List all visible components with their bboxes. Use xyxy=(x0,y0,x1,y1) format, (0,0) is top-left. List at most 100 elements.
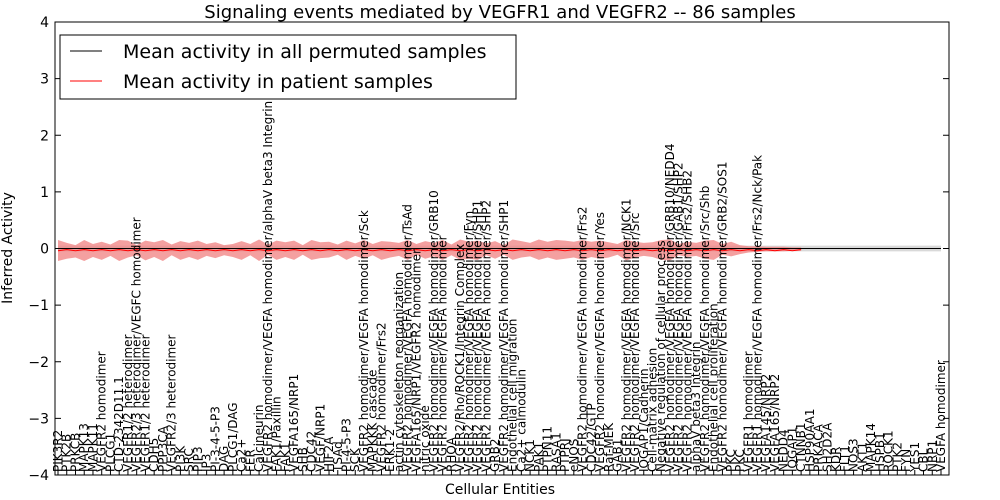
category-label: VEGFR1/2 heterodimer xyxy=(121,334,135,472)
category-label: VEGFR2 homodimer/VEGFA homodimer/Frs2 xyxy=(576,207,590,473)
category-label: VEGFR2 homodimer/VEGFA homodimer/SHP1 xyxy=(497,200,511,472)
category-label: PKC xyxy=(733,449,747,472)
y-axis-label: Inferred Activity xyxy=(0,192,16,304)
y-tick-label: −2 xyxy=(28,355,49,371)
category-label: VEGFR2 homodimer/VEGFA homodimer/Sck xyxy=(357,210,371,472)
category-label: Calcineurin xyxy=(252,405,266,472)
legend-label-permuted: Mean activity in all permuted samples xyxy=(123,41,486,63)
category-label: MAPK14 xyxy=(864,423,878,472)
category-label: VEGFR2 homodimer/VEGFA homodimer/Fyn xyxy=(462,211,476,472)
category-label: VEGFA homodimer xyxy=(934,360,948,472)
category-label: Ca2+ xyxy=(235,439,249,472)
category-label: Ca2+ calmodulin xyxy=(514,369,528,472)
category-label: NRP1 xyxy=(925,440,939,472)
category-label: eNOS xyxy=(567,439,581,472)
category-label: PI-3-4-5-P3 xyxy=(208,406,222,472)
category-label: PRKCB xyxy=(68,433,82,472)
category-label: PTK2B xyxy=(60,434,74,472)
category-label: GAB1 xyxy=(611,439,625,472)
category-label: VEGFR2 homodimer/VEGFA homodimer/Yes xyxy=(593,212,607,472)
category-label: IP3 xyxy=(200,454,214,472)
y-tick-label: 3 xyxy=(40,72,49,88)
category-label: PPP3CA xyxy=(156,425,170,472)
category-label: SHB xyxy=(296,447,310,472)
category-label: SRC xyxy=(182,448,196,472)
category-label: VEGFR2 homodimer/VEGFA homodimer/SHP1 xyxy=(471,200,485,472)
category-label: Endothelial cell migration xyxy=(506,319,520,472)
category-label: PLCG1/DAG xyxy=(226,402,240,472)
category-label: ROCK1 xyxy=(882,430,896,472)
category-label: PTPN11 xyxy=(541,426,555,472)
category-label: CDC42 xyxy=(305,431,319,472)
category-label: IQGAP1 xyxy=(785,427,799,472)
category-label: VEGFR2 homodimer/VEGFA homodimer/GRB10/N… xyxy=(663,143,677,472)
category-label: CDC42/GTP xyxy=(584,403,598,472)
category-label: TSAd xyxy=(331,441,345,473)
category-label: VEGFR2 homodimer/VEGFA homodimer xyxy=(436,235,450,472)
y-tick-label: 1 xyxy=(40,185,49,201)
x-axis xyxy=(57,470,942,475)
patient-mean-line xyxy=(57,249,802,252)
legend-box xyxy=(59,34,517,100)
category-label: VEGFR2/3 heterodimer/VEGFC homodimer xyxy=(130,217,144,472)
category-label: ERK1-2 xyxy=(383,429,397,472)
category-label: VEGFR2 homodimer/VEGFA homodimer/Src xyxy=(628,212,642,472)
category-label: PRKACA xyxy=(812,423,826,472)
category-label: VEGFR2 homodimer/VEGFA homodimer/TsAd xyxy=(401,204,415,472)
category-label: VEGFR2/3 heterodimer xyxy=(165,334,179,472)
category-label: MAPKKK cascade xyxy=(366,370,380,472)
category-label: FER xyxy=(243,449,257,472)
category-label: CBL xyxy=(917,448,931,472)
category-label: FAK1 xyxy=(278,442,292,472)
y-axis: −4 −3 −2 −1 0 1 2 3 4 xyxy=(28,15,949,484)
category-label: DAG xyxy=(217,446,231,472)
category-label: GRB2 xyxy=(488,438,502,472)
category-label: VEGFR2 homodimer/VEGFA homodimer/GAB1/SH… xyxy=(672,162,686,472)
category-label: PTPRJ xyxy=(558,438,572,472)
category-label: SCK xyxy=(348,447,362,472)
category-label: CTNNB1 xyxy=(794,422,808,472)
legend: Mean activity in all permuted samples Me… xyxy=(59,34,517,100)
category-label: MAPK11 xyxy=(86,423,100,472)
x-axis-label: Cellular Entities xyxy=(445,482,555,498)
category-label: YES1 xyxy=(908,442,922,473)
category-label: PIK3R2 xyxy=(51,430,65,472)
category-label: Raf-MEK xyxy=(602,422,616,472)
category-label: MAPK13 xyxy=(77,423,91,472)
category-label: VEGF/NRP1 xyxy=(313,404,327,472)
category-label: FYN xyxy=(899,449,913,472)
series-lines xyxy=(57,248,941,252)
category-label: alphaV beta3 Integrin xyxy=(689,341,703,472)
category-label: PAK1 xyxy=(532,442,546,472)
category-label: PLCG1 xyxy=(103,433,117,472)
category-label: PTK2 xyxy=(890,442,904,472)
category-label: CDH5 xyxy=(147,438,161,472)
category-label: VEGFR1 homodimer/VEGFA homodimer/Frs2/Nc… xyxy=(750,155,764,472)
category-label: HIF2A xyxy=(322,436,336,472)
y-tick-label: −1 xyxy=(28,298,49,314)
category-label: VEGFR2/Rho/ROCK1/Integrin Complex xyxy=(453,244,467,472)
category-label: HSPB1 xyxy=(873,432,887,472)
category-label: PIP3 xyxy=(191,446,205,472)
category-label: VEGFR2 homodimer/VEGFA homodimer/Frs2/SH… xyxy=(680,170,694,472)
category-label: PI-4-5-P3 xyxy=(340,418,354,472)
legend-label-patient: Mean activity in patient samples xyxy=(123,71,433,93)
y-tick-label: −4 xyxy=(28,468,49,484)
y-tick-label: 0 xyxy=(40,242,49,258)
category-label: Negative regulation of cellular process xyxy=(654,240,668,472)
category-label: VEGFR2 homodimer/VEGFA homodimer/NCK1 xyxy=(619,198,633,472)
category-label: VEGFA165/NRP2 xyxy=(768,374,782,472)
category-label: VEGFR1/2 heterodimer xyxy=(138,334,152,472)
category-label: actin cytoskeleton reorganization xyxy=(392,272,406,472)
category-label: NEDD4 xyxy=(777,429,791,472)
y-tick-label: 2 xyxy=(40,128,49,144)
category-label: VEGFR2 homodimer/VEGFA homodimer/SHP2 xyxy=(479,200,493,472)
category-label: VEGFA165/NRP1/VEGFR2 homodimer xyxy=(409,249,423,472)
category-label: PKC xyxy=(724,449,738,472)
category-label: NOS3 xyxy=(847,438,861,472)
category-label: VEGFR2 homodimer/VEGFA homodimer/GRB10 xyxy=(427,190,441,472)
category-label: Endothelial cell proliferation xyxy=(707,303,721,472)
category-label: HSP90AA1 xyxy=(803,408,817,472)
